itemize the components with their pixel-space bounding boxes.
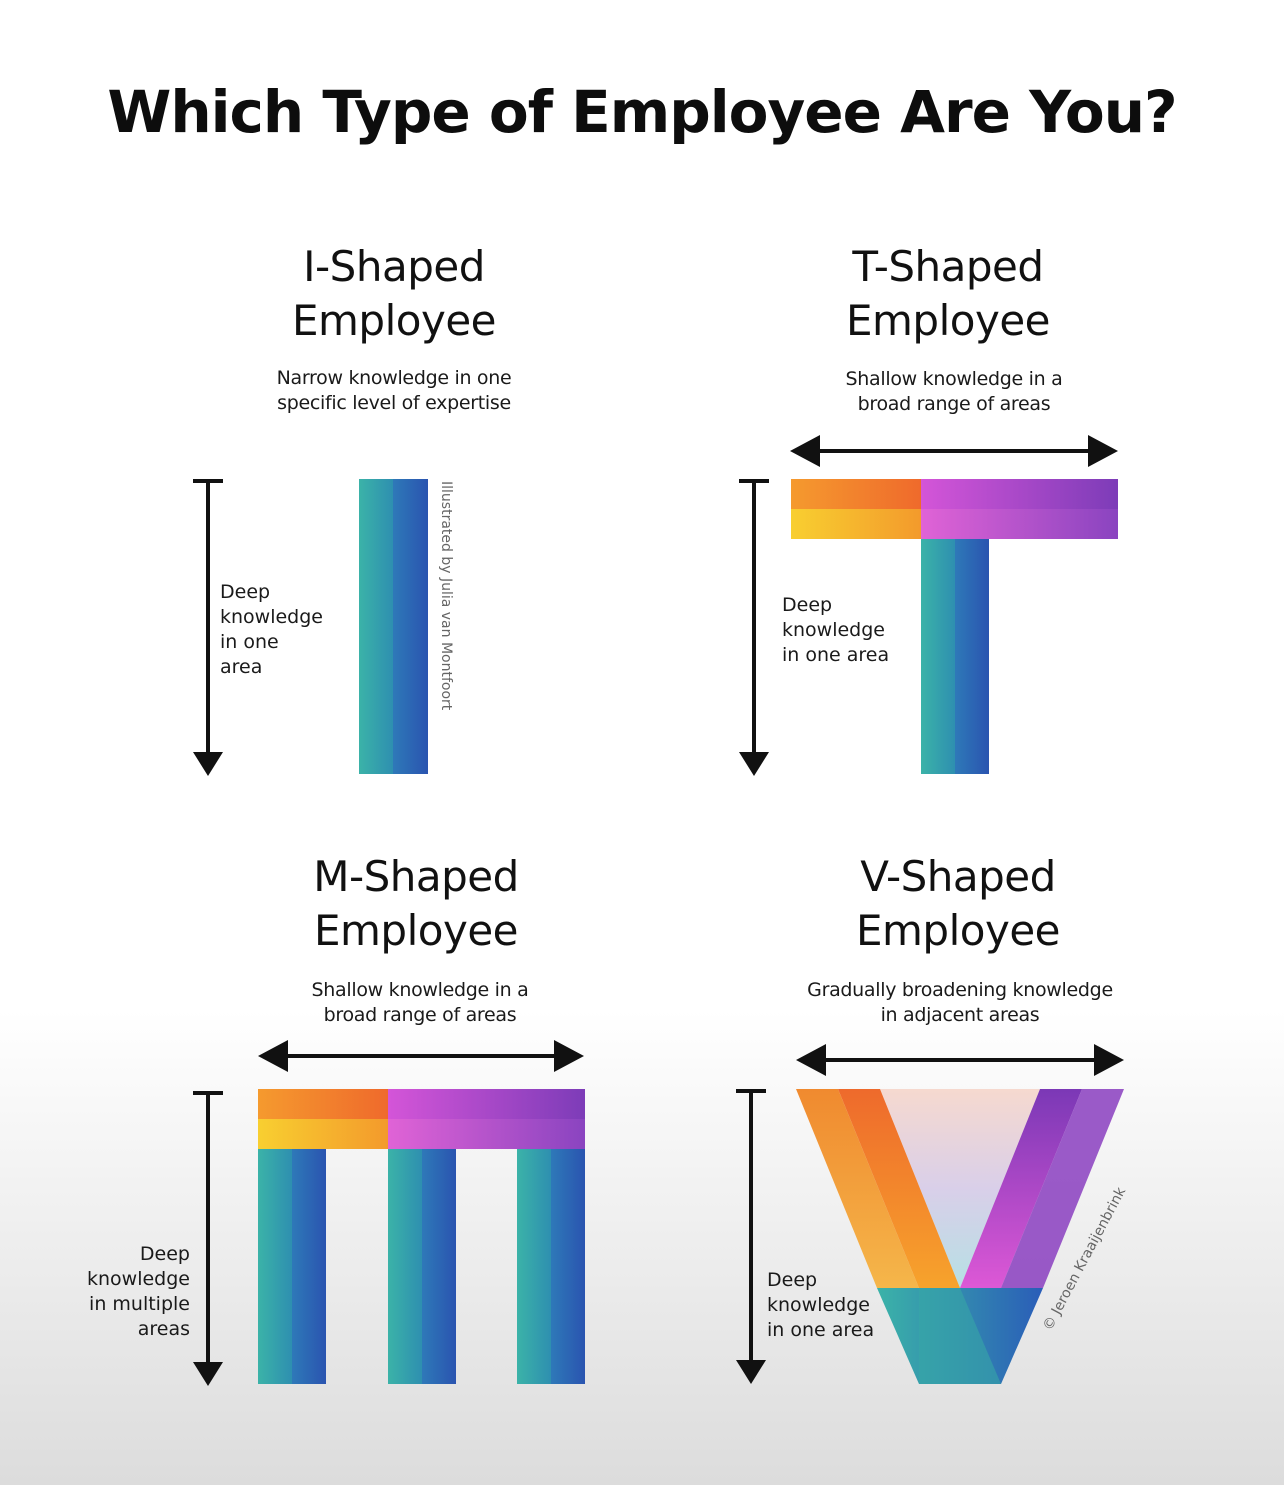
v-shaped-description-line2: in adjacent areas <box>880 1004 1040 1026</box>
illustrator-credit: Illustrated by Julia van Montfoort <box>438 481 454 711</box>
t-depth-line3: in one area <box>782 644 890 666</box>
m-depth-line2: knowledge <box>87 1268 190 1290</box>
i-shaped-description-line2: specific level of expertise <box>277 392 511 414</box>
v-shaped-heading-line2: Employee <box>855 906 1061 955</box>
i-depth-line3: in one <box>220 631 279 653</box>
t-shaped-description-line2: broad range of areas <box>857 393 1051 415</box>
i-shaped-depth-label: Deep knowledge in one area <box>220 580 323 680</box>
i-shape <box>359 479 428 774</box>
i-depth-arrow <box>193 479 223 776</box>
t-depth-line2: knowledge <box>782 619 885 641</box>
page-title: Which Type of Employee Are You? <box>107 78 1177 146</box>
i-depth-line2: knowledge <box>220 606 323 628</box>
m-shaped-heading: M-Shaped Employee <box>266 850 566 958</box>
i-shaped-heading-line2: Employee <box>291 296 497 345</box>
t-breadth-arrow <box>790 435 1118 467</box>
t-shaped-heading-line2: Employee <box>845 296 1051 345</box>
v-shaped-heading-line1: V-Shaped <box>860 852 1056 901</box>
v-shaped-heading: V-Shaped Employee <box>808 850 1108 958</box>
i-shaped-heading-line1: I-Shaped <box>303 242 485 291</box>
i-depth-line1: Deep <box>220 581 271 603</box>
m-shaped-heading-line2: Employee <box>313 906 519 955</box>
t-shaped-description-line1: Shallow knowledge in a <box>845 368 1063 390</box>
v-depth-line3: in one area <box>767 1319 875 1341</box>
t-shaped-heading-line1: T-Shaped <box>852 242 1044 291</box>
i-shaped-description-line1: Narrow knowledge in one <box>276 367 512 389</box>
m-shaped-description-line1: Shallow knowledge in a <box>311 979 529 1001</box>
t-shaped-heading: T-Shaped Employee <box>798 240 1098 348</box>
v-depth-line1: Deep <box>767 1269 818 1291</box>
v-shaped-depth-label: Deep knowledge in one area <box>767 1268 874 1343</box>
v-shaped-description-line1: Gradually broadening knowledge <box>807 979 1113 1001</box>
i-shaped-description: Narrow knowledge in one specific level o… <box>224 366 564 416</box>
m-shaped-description-line2: broad range of areas <box>323 1004 517 1026</box>
t-depth-arrow <box>739 479 769 776</box>
v-depth-line2: knowledge <box>767 1294 870 1316</box>
t-shaped-description: Shallow knowledge in a broad range of ar… <box>784 367 1124 417</box>
m-depth-line4: areas <box>137 1318 190 1340</box>
i-depth-line4: area <box>220 656 263 678</box>
m-depth-arrow <box>193 1091 223 1386</box>
t-depth-line1: Deep <box>782 594 833 616</box>
m-breadth-arrow <box>258 1040 584 1072</box>
m-shaped-description: Shallow knowledge in a broad range of ar… <box>250 978 590 1028</box>
v-depth-arrow <box>736 1089 766 1384</box>
m-depth-line3: in multiple <box>89 1293 190 1315</box>
i-shaped-heading: I-Shaped Employee <box>244 240 544 348</box>
t-shape <box>791 479 1118 774</box>
m-shape <box>258 1089 585 1384</box>
m-shaped-heading-line1: M-Shaped <box>313 852 519 901</box>
v-shape <box>796 1089 1124 1384</box>
m-depth-line1: Deep <box>139 1243 190 1265</box>
m-shaped-depth-label: Deep knowledge in multiple areas <box>60 1242 190 1342</box>
t-shaped-depth-label: Deep knowledge in one area <box>782 593 889 668</box>
v-breadth-arrow <box>796 1044 1124 1076</box>
v-shaped-description: Gradually broadening knowledge in adjace… <box>770 978 1150 1028</box>
